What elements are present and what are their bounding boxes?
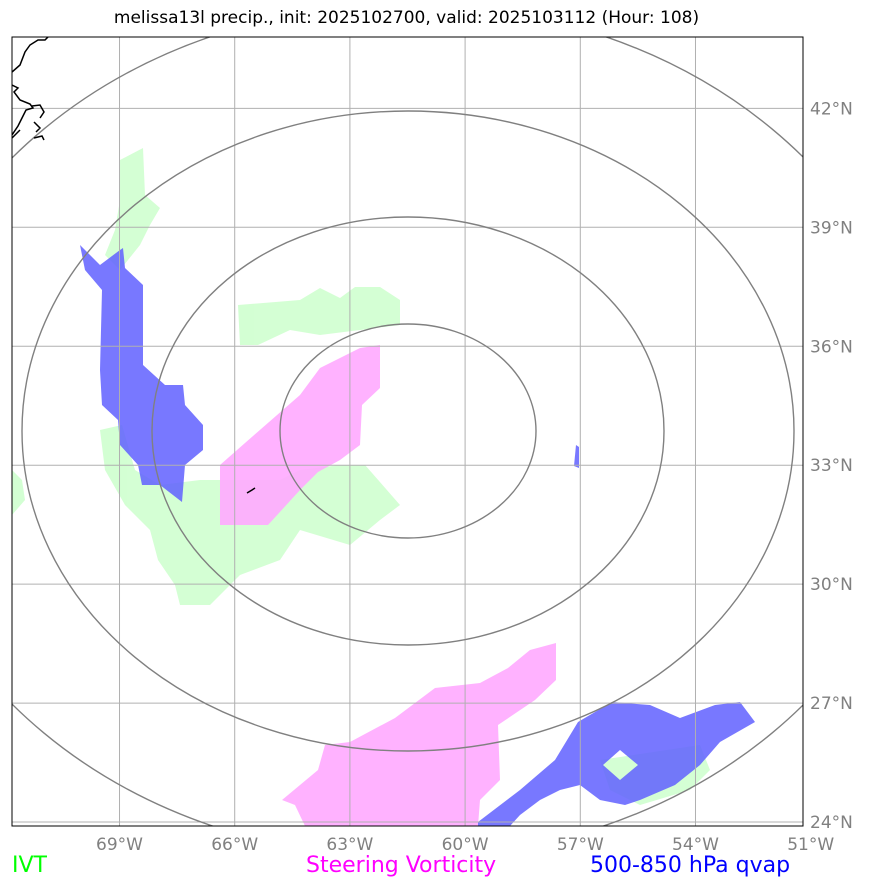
map-plot-area bbox=[12, 37, 803, 826]
lat-tick-label: 36°N bbox=[810, 337, 853, 357]
coastline-northeast-us bbox=[12, 37, 49, 141]
vorticity-field bbox=[220, 345, 556, 826]
qvap-region-north bbox=[80, 245, 203, 502]
lat-tick-label: 24°N bbox=[810, 813, 853, 833]
map-title: melissa13l precip., init: 2025102700, va… bbox=[113, 8, 700, 28]
lat-tick-label: 42°N bbox=[810, 99, 853, 119]
lon-tick-label: 60°W bbox=[442, 835, 489, 855]
lat-tick-label: 27°N bbox=[810, 694, 853, 714]
lon-tick-label: 63°W bbox=[326, 835, 373, 855]
ivt-region-central bbox=[238, 287, 400, 345]
ivt-region-west-edge bbox=[12, 470, 25, 515]
range-ring-3 bbox=[21, 110, 795, 752]
lon-tick-label: 54°W bbox=[672, 835, 719, 855]
qvap-region-southeast bbox=[478, 702, 755, 826]
latitude-tick-labels: 42°N 39°N 36°N 33°N 30°N 27°N 24°N bbox=[810, 99, 853, 833]
lon-tick-label: 66°W bbox=[211, 835, 258, 855]
range-ring-1 bbox=[279, 323, 537, 539]
ivt-region-north bbox=[105, 148, 160, 270]
vorticity-region-south bbox=[282, 643, 556, 826]
lat-tick-label: 39°N bbox=[810, 218, 853, 238]
legend-steering-vorticity: Steering Vorticity bbox=[306, 853, 497, 878]
legend-ivt: IVT bbox=[12, 853, 47, 878]
qvap-small-patch bbox=[574, 445, 579, 468]
qvap-field bbox=[80, 245, 755, 826]
legend-qvap: 500-850 hPa qvap bbox=[590, 853, 791, 878]
lat-tick-label: 33°N bbox=[810, 456, 853, 476]
vorticity-region-central bbox=[220, 345, 380, 525]
graticule bbox=[12, 37, 803, 826]
lat-tick-label: 30°N bbox=[810, 575, 853, 595]
coastline bbox=[12, 37, 256, 494]
map-frame bbox=[11, 36, 804, 827]
range-ring-2 bbox=[151, 216, 665, 646]
lon-tick-label: 51°W bbox=[787, 835, 834, 855]
lon-tick-label: 57°W bbox=[557, 835, 604, 855]
coastline-islet bbox=[246, 487, 256, 494]
lon-tick-label: 69°W bbox=[96, 835, 143, 855]
longitude-tick-labels: 69°W 66°W 63°W 60°W 57°W 54°W 51°W bbox=[96, 835, 834, 855]
range-rings bbox=[12, 37, 803, 826]
